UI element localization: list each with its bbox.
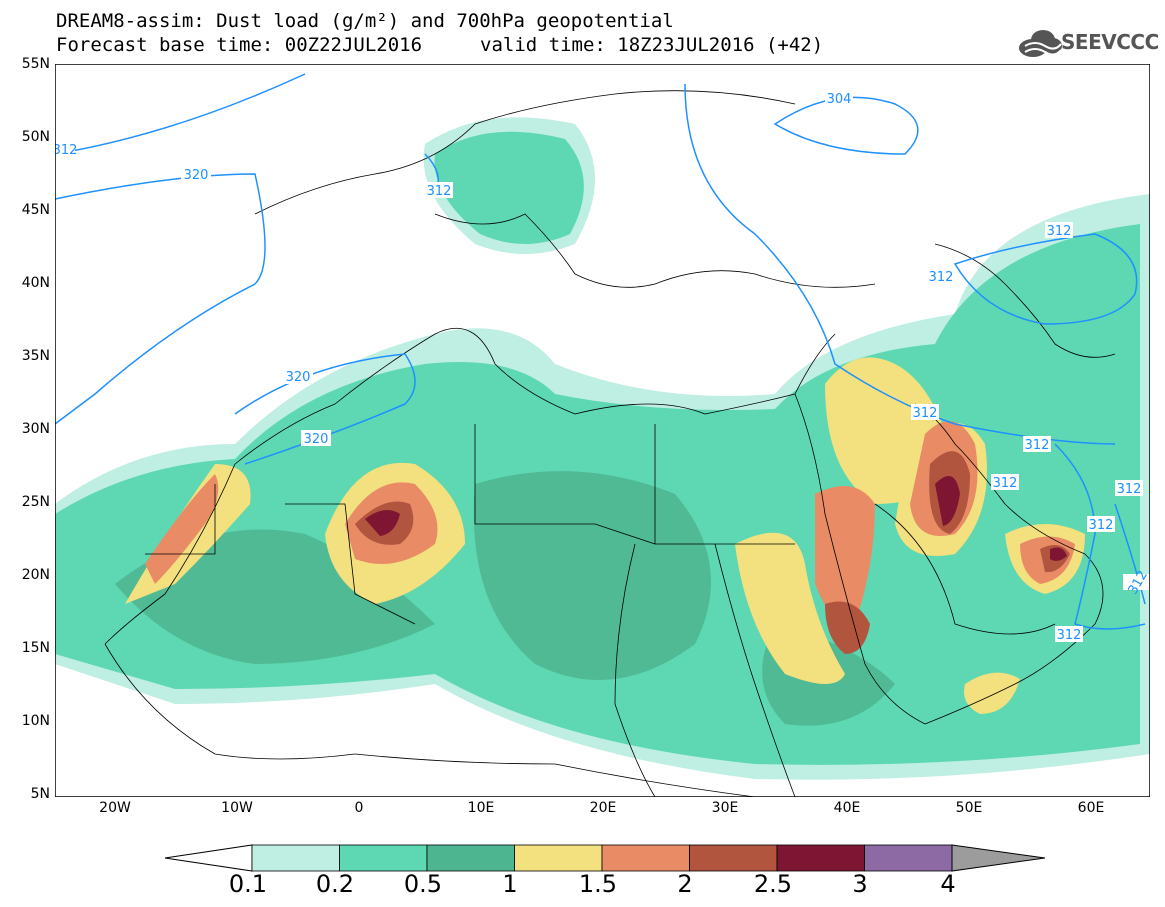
lon-label: 20E [589, 800, 617, 816]
logo-text: SEEVCCC [1061, 30, 1159, 54]
svg-text:312: 312 [1025, 438, 1050, 453]
contour-label-312h: 312 [1115, 480, 1143, 497]
svg-text:320: 320 [304, 432, 329, 447]
svg-text:312: 312 [1117, 482, 1142, 497]
colorbar [164, 844, 1046, 872]
lon-label: 60E [1077, 800, 1105, 816]
contour-label-312a: 312 [55, 141, 77, 158]
lat-label: 30N [21, 421, 50, 437]
contour-label-312g: 312 [991, 474, 1019, 491]
colorbar-high-arrow [951, 844, 1046, 872]
lon-label: 0 [354, 800, 364, 816]
colorbar-swatch [514, 844, 603, 872]
lat-label: 50N [21, 129, 50, 145]
colorbar-swatch [776, 844, 865, 872]
colorbar-label: 0.5 [403, 870, 443, 898]
lon-label: 40E [833, 800, 861, 816]
contour-label-312i: 312 [1087, 516, 1115, 533]
seevccc-logo [1019, 30, 1062, 57]
colorbar-label: 0.1 [228, 870, 268, 898]
contour-label-320c: 320 [301, 430, 331, 447]
lon-label: 30E [711, 800, 739, 816]
lat-label: 40N [21, 275, 50, 291]
lon-label: 10W [221, 800, 253, 816]
lat-label: 5N [30, 786, 50, 802]
colorbar-swatch [251, 844, 340, 872]
lat-label: 20N [21, 567, 50, 583]
dust-load-map: 304 312 320 312 312 312 320 320 312 312 … [55, 64, 1150, 797]
svg-text:312: 312 [55, 143, 77, 158]
colorbar-label: 0.2 [315, 870, 355, 898]
dust-layer-2-5 [365, 476, 1067, 561]
svg-text:304: 304 [827, 92, 852, 107]
svg-text:312: 312 [913, 406, 938, 421]
colorbar-swatch [689, 844, 778, 872]
lat-label: 45N [21, 202, 50, 218]
lon-label: 20W [99, 800, 131, 816]
lat-label: 55N [21, 56, 50, 72]
lat-label: 15N [21, 640, 50, 656]
contour-label-312j: 312 [1055, 626, 1083, 643]
colorbar-label: 1.5 [578, 870, 618, 898]
svg-text:312: 312 [993, 476, 1018, 491]
colorbar-label: 2.5 [753, 870, 793, 898]
colorbar-label: 1 [502, 870, 518, 898]
map-title: DREAM8-assim: Dust load (g/m²) and 700hP… [56, 10, 674, 32]
lat-label: 25N [21, 494, 50, 510]
contour-label-320a: 320 [181, 166, 211, 183]
colorbar-swatch [339, 844, 428, 872]
colorbar-label: 3 [852, 870, 868, 898]
lat-label: 35N [21, 348, 50, 364]
colorbar-label: 2 [677, 870, 693, 898]
colorbar-swatch [864, 844, 953, 872]
contour-label-304: 304 [825, 90, 853, 107]
contour-label-312f: 312 [1023, 436, 1051, 453]
colorbar-low-arrow [164, 844, 253, 872]
contour-label-312d: 312 [927, 268, 955, 285]
svg-text:312: 312 [427, 184, 452, 199]
lat-label: 10N [21, 713, 50, 729]
forecast-base-time: Forecast base time: 00Z22JUL2016 [56, 34, 423, 56]
lon-label: 50E [955, 800, 983, 816]
svg-text:320: 320 [286, 370, 311, 385]
svg-text:312: 312 [1047, 224, 1072, 239]
valid-time: valid time: 18Z23JUL2016 (+42) [480, 34, 824, 56]
svg-text:312: 312 [1057, 628, 1082, 643]
colorbar-swatch [426, 844, 515, 872]
contour-label-312b: 312 [425, 182, 453, 199]
svg-text:312: 312 [1089, 518, 1114, 533]
svg-text:320: 320 [184, 168, 209, 183]
contour-label-312c: 312 [1045, 222, 1073, 239]
lon-label: 10E [467, 800, 495, 816]
colorbar-label: 4 [940, 870, 956, 898]
contour-label-320b: 320 [283, 368, 313, 385]
contour-label-312e: 312 [911, 404, 939, 421]
colorbar-swatch [601, 844, 690, 872]
svg-text:312: 312 [929, 270, 954, 285]
